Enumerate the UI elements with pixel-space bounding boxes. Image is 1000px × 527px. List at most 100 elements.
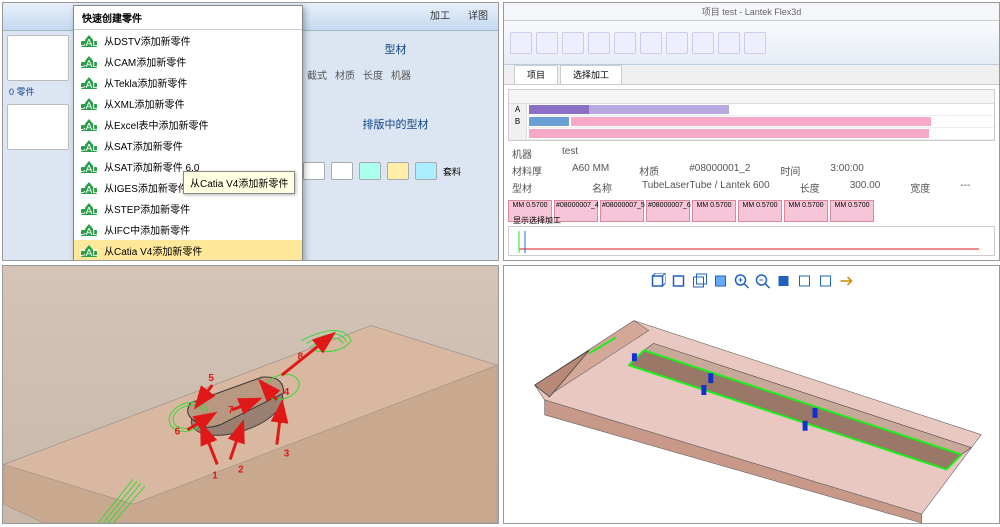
import-menu-item[interactable]: CAD 从Excel表中添加新零件	[74, 114, 302, 135]
import-menu-item[interactable]: CAD从STEP添加新零件	[74, 198, 302, 219]
menu-item-label: 从Tekla添加新零件	[104, 75, 187, 90]
view-cube-icon[interactable]	[669, 272, 687, 290]
tab-bar: 项目 选择加工	[504, 65, 999, 85]
menu-item-label: 从DSTV添加新零件	[104, 33, 191, 48]
format-icon: CAD	[80, 160, 98, 174]
beam-slot-3d-view[interactable]: 1 2 3 4 5 6 7 8	[2, 265, 499, 524]
ribbon-tab[interactable]: 加工	[430, 7, 450, 22]
channel-beam-3d-view[interactable]	[503, 265, 1000, 524]
view-cube-icon[interactable]	[816, 272, 834, 290]
ribbon-button[interactable]	[666, 32, 688, 54]
timeline-bar[interactable]	[589, 105, 729, 114]
svg-text:3: 3	[284, 449, 290, 460]
format-icon: CAD	[80, 55, 98, 69]
timeline-row: B	[509, 116, 994, 128]
view-cube-icon[interactable]	[648, 272, 666, 290]
ribbon-tab[interactable]: 详图	[468, 7, 488, 22]
tool-button[interactable]	[387, 162, 409, 180]
timeline-bar[interactable]	[529, 105, 589, 114]
ribbon-button[interactable]	[562, 32, 584, 54]
zoom-in-icon[interactable]	[732, 272, 750, 290]
operation-box[interactable]: #08000007_6	[646, 200, 690, 222]
import-menu-item[interactable]: CAD从CAM添加新零件	[74, 51, 302, 72]
svg-text:6: 6	[175, 427, 181, 438]
svg-text:CAD: CAD	[80, 59, 98, 69]
view-cube-icon[interactable]	[795, 272, 813, 290]
ribbon	[504, 21, 999, 65]
tab[interactable]: 选择加工	[560, 65, 622, 84]
import-menu-item[interactable]: CAD 从DSTV添加新零件	[74, 30, 302, 51]
section-title: 型材	[303, 41, 488, 57]
zoom-out-icon[interactable]	[753, 272, 771, 290]
menu-item-label: 从IFC中添加新零件	[104, 222, 190, 237]
window-title: 项目 test - Lantek Flex3d	[504, 3, 999, 21]
operation-box[interactable]: #08000007_5	[600, 200, 644, 222]
svg-text:CAD: CAD	[80, 101, 98, 111]
timeline: AB	[508, 89, 995, 141]
info-table: 机器test材料厚A60 MM材质#08000001_2时间3:00:00型材名…	[508, 145, 995, 196]
svg-text:8: 8	[298, 351, 304, 362]
format-icon: CAD	[80, 223, 98, 237]
format-icon: CAD	[80, 181, 98, 195]
tab[interactable]: 项目	[514, 65, 558, 84]
info-row: 型材名称TubeLaserTube / Lantek 600长度300.00宽度…	[508, 179, 995, 196]
tool-button[interactable]	[415, 162, 437, 180]
ribbon-button[interactable]	[510, 32, 532, 54]
info-row: 机器test	[508, 145, 995, 162]
operation-box[interactable]: MM 0.5700	[784, 200, 828, 222]
import-menu-item[interactable]: CAD 从Tekla添加新零件	[74, 72, 302, 93]
svg-text:2: 2	[238, 464, 244, 475]
svg-text:CAD: CAD	[80, 227, 98, 237]
ribbon-button[interactable]	[536, 32, 558, 54]
side-preview	[7, 35, 69, 81]
timeline-bar[interactable]	[571, 117, 931, 126]
menu-item-label: 从SAT添加新零件	[104, 138, 183, 153]
timeline-row: A	[509, 104, 994, 116]
svg-text:5: 5	[208, 373, 214, 384]
ribbon-button[interactable]	[588, 32, 610, 54]
import-menu-item[interactable]: CAD 从XML添加新零件	[74, 93, 302, 114]
format-icon: CAD	[80, 97, 98, 111]
column-headers: 截式 材质 长度 机器	[303, 63, 488, 86]
view-toolbar	[648, 272, 855, 290]
parts-count-label: 0 零件	[9, 85, 69, 98]
timeline-bar[interactable]	[529, 117, 569, 126]
operation-box[interactable]: MM 0.5700	[738, 200, 782, 222]
menu-item-label: 从Catia V4添加新零件	[104, 243, 202, 258]
arrow-icon[interactable]	[837, 272, 855, 290]
timeline-bar[interactable]	[529, 129, 929, 138]
tool-button[interactable]	[359, 162, 381, 180]
timeline-row	[509, 128, 994, 140]
menu-item-label: 从XML添加新零件	[104, 96, 185, 111]
menu-item-label: 从Excel表中添加新零件	[104, 117, 208, 132]
ribbon-button[interactable]	[744, 32, 766, 54]
view-cube-icon[interactable]	[711, 272, 729, 290]
ribbon-button[interactable]	[614, 32, 636, 54]
tool-button[interactable]	[303, 162, 325, 180]
import-menu-item[interactable]: CAD 从IFC中添加新零件	[74, 219, 302, 240]
svg-text:CAD: CAD	[80, 164, 98, 174]
toolbar-label: 套料	[443, 165, 461, 178]
svg-text:CAD: CAD	[80, 143, 98, 153]
svg-text:CAD: CAD	[80, 38, 98, 48]
section-title: 排版中的型材	[303, 116, 488, 132]
import-dropdown-menu: 快速创建零件 CAD从DSTV添加新零件CAD从CAM添加新零件CAD从Tekl…	[73, 5, 303, 261]
menu-header: 快速创建零件	[74, 6, 302, 30]
format-icon: CAD	[80, 202, 98, 216]
operation-box[interactable]: MM 0.5700	[830, 200, 874, 222]
view-solid-icon[interactable]	[774, 272, 792, 290]
ribbon-button[interactable]	[718, 32, 740, 54]
menu-item-label: 从IGES添加新零件	[104, 180, 188, 195]
svg-text:CAD: CAD	[80, 80, 98, 90]
import-menu-item[interactable]: CAD 从SAT添加新零件	[74, 135, 302, 156]
menu-tooltip: 从Catia V4添加新零件	[183, 171, 295, 194]
view-cube-icon[interactable]	[690, 272, 708, 290]
tool-button[interactable]	[331, 162, 353, 180]
timeline-ruler	[509, 90, 994, 104]
format-icon: CAD	[80, 118, 98, 132]
format-icon: CAD	[80, 139, 98, 153]
operation-box[interactable]: MM 0.5700	[692, 200, 736, 222]
ribbon-button[interactable]	[640, 32, 662, 54]
import-menu-item[interactable]: CAD从Catia V4添加新零件	[74, 240, 302, 261]
ribbon-button[interactable]	[692, 32, 714, 54]
